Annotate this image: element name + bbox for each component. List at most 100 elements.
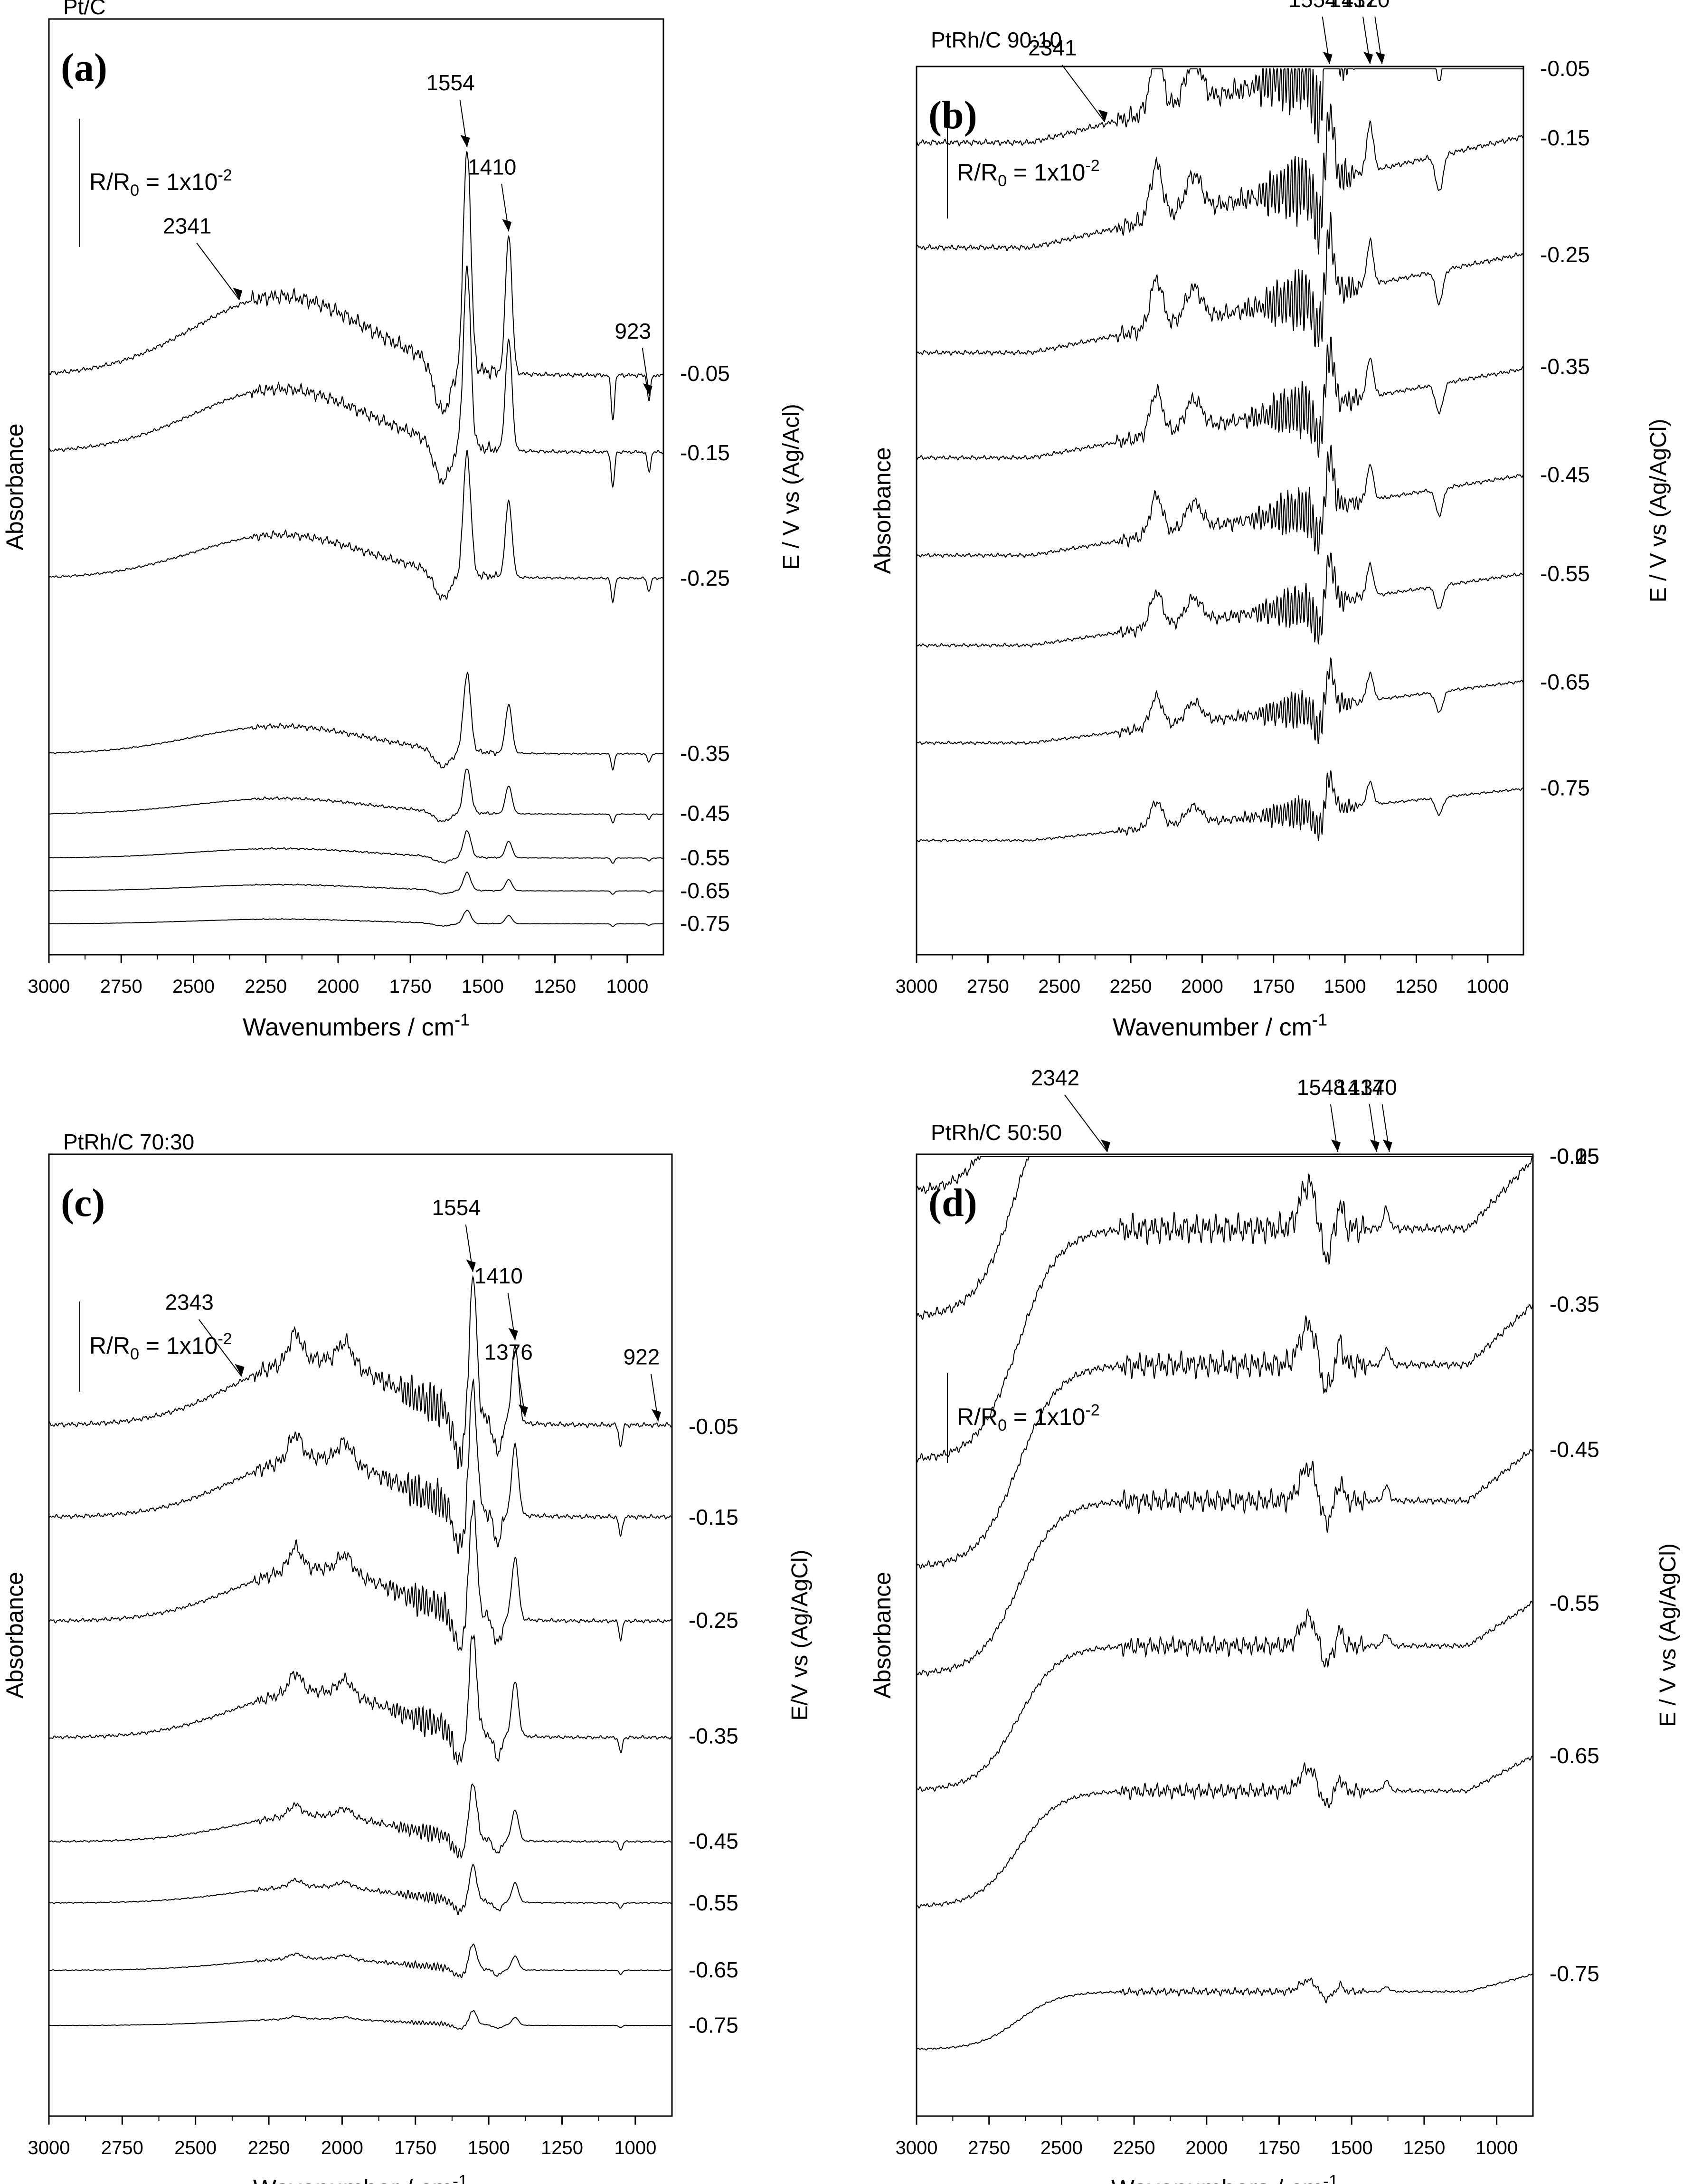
spectrum-line xyxy=(48,830,663,864)
series-label: -0.65 xyxy=(689,1957,738,1982)
x-tick-label: 2000 xyxy=(317,976,359,997)
x-tick-label: 2250 xyxy=(248,2137,290,2158)
spectrum-line xyxy=(48,769,663,824)
band-label: 1370 xyxy=(1341,0,1390,12)
y-axis-label: Absorbance xyxy=(869,447,896,574)
series-label: -0.65 xyxy=(680,878,730,903)
series-label: -0.15 xyxy=(689,1505,738,1529)
x-tick-label: 2500 xyxy=(1040,2137,1083,2158)
band-label: 2341 xyxy=(163,214,211,238)
spectrum-line xyxy=(916,1304,1533,1570)
plot-frame xyxy=(48,18,664,956)
scale-bar-label: R/R0 = 1x10-2 xyxy=(957,1401,1100,1434)
spectrum-line xyxy=(916,1449,1533,1677)
series-label: -0.55 xyxy=(1540,561,1590,586)
panel-title: PtRh/C 90:10 xyxy=(931,28,1062,52)
spectrum-line xyxy=(48,151,664,420)
x-tick-label: 1000 xyxy=(1475,2137,1518,2158)
potential-axis-label: E/V vs (Ag/AgCl) xyxy=(787,1549,813,1720)
x-tick-label: 3000 xyxy=(896,2137,938,2158)
spectrum-line xyxy=(49,2010,672,2030)
x-tick-label: 3000 xyxy=(28,976,70,997)
series-label: -0.05 xyxy=(689,1414,738,1439)
series-label: -0.15 xyxy=(1540,125,1590,150)
spectrum-line xyxy=(916,552,1524,648)
x-tick-label: 1000 xyxy=(614,2137,656,2158)
panel-d: PtRh/C 50:50 (d) 3000 2750 2500 2250 2000 1750 1… xyxy=(869,1065,1681,2184)
x-tick-label: 1500 xyxy=(1324,976,1366,997)
spectrum-line xyxy=(48,1633,672,1766)
x-tick-label: 2500 xyxy=(174,2137,217,2158)
band-arrowhead xyxy=(1363,52,1373,64)
band-arrowhead xyxy=(518,1404,528,1417)
panel-a: Pt/C (a) 3000 2750 2500 2250 2000 1750 1500 1250 1… xyxy=(1,0,804,1041)
x-tick-label: 1000 xyxy=(1466,976,1509,997)
series-label: -0.55 xyxy=(680,845,730,870)
spectrum-line xyxy=(48,266,663,489)
spectrum-line xyxy=(48,1500,672,1652)
series-label: -0.25 xyxy=(689,1608,738,1633)
plot-frame xyxy=(916,1153,1534,2117)
panel-letter: (a) xyxy=(61,46,107,90)
spectrum-line xyxy=(48,1275,672,1470)
band-arrowhead xyxy=(508,1328,518,1340)
series-label: -0.55 xyxy=(1550,1591,1599,1615)
x-axis-label: Wavenumbers / cm-1 xyxy=(243,1010,470,1041)
band-arrowhead xyxy=(1098,109,1108,122)
series-label: -0.75 xyxy=(689,2013,738,2037)
band-arrowhead xyxy=(460,135,470,148)
spectrum-line xyxy=(916,104,1524,255)
series-label: -0.75 xyxy=(1540,776,1590,800)
band-arrowhead xyxy=(1382,1139,1392,1152)
band-label: 923 xyxy=(615,319,651,343)
band-label: 1554 xyxy=(432,1195,481,1220)
potential-axis-label: E / V vs (Ag/Acl) xyxy=(779,404,804,570)
panel-letter: (c) xyxy=(61,1181,105,1225)
band-arrowhead xyxy=(1370,1139,1380,1152)
scale-bar-label: R/R0 = 1x10-2 xyxy=(89,166,232,199)
spectrum-line xyxy=(916,1156,1533,1194)
band-label: 2343 xyxy=(165,1290,213,1315)
spectrum-line xyxy=(916,336,1523,461)
series-label: -0.05 xyxy=(680,361,730,386)
band-arrowhead xyxy=(235,1364,245,1377)
band-arrowhead xyxy=(1100,1139,1110,1152)
band-label: 1370 xyxy=(1348,1075,1397,1100)
band-arrow xyxy=(196,242,240,301)
series-label: -0.25 xyxy=(1540,242,1590,267)
series-label: -0.05 xyxy=(1540,56,1590,81)
panel-letter: (d) xyxy=(928,1181,977,1225)
y-axis-label: Absorbance xyxy=(1,1572,28,1699)
band-arrow xyxy=(198,1319,242,1377)
x-tick-label: 1750 xyxy=(1252,976,1295,997)
band-label: 1548 xyxy=(1297,1075,1345,1100)
x-tick-label: 1500 xyxy=(462,976,504,997)
scale-bar-label: R/R0 = 1x10-2 xyxy=(89,1330,232,1363)
x-tick-label: 2000 xyxy=(1185,2137,1228,2158)
band-label: 1410 xyxy=(468,154,516,179)
spectrum-line xyxy=(916,67,1523,147)
panel-title: PtRh/C 70:30 xyxy=(63,1130,194,1154)
series-label: -0.55 xyxy=(689,1890,738,1915)
band-arrowhead xyxy=(502,219,512,232)
potential-axis-label: E / V vs (Ag/AgCl) xyxy=(1655,1543,1681,1727)
plot-frame xyxy=(48,1153,673,2117)
spectrum-line xyxy=(48,1943,672,1978)
spectrum-line xyxy=(916,212,1524,356)
x-tick-label: 1250 xyxy=(1403,2137,1445,2158)
spectrum-line xyxy=(48,450,664,604)
series-label: -0.45 xyxy=(1540,462,1590,487)
spectrum-line xyxy=(916,770,1523,843)
series-label: -0.65 xyxy=(1540,669,1590,694)
band-label: 1554 xyxy=(426,70,474,95)
x-tick-label: 2000 xyxy=(321,2137,363,2158)
spectrum-line xyxy=(916,657,1524,745)
band-arrowhead xyxy=(1375,52,1385,64)
x-tick-label: 2500 xyxy=(1038,976,1080,997)
series-label: -0.65 xyxy=(1550,1743,1599,1768)
x-tick-label: 2750 xyxy=(100,976,142,997)
x-tick-label: 1750 xyxy=(1258,2137,1300,2158)
x-tick-label: 2750 xyxy=(101,2137,143,2158)
x-tick-label: 2250 xyxy=(1110,976,1152,997)
panel-title: PtRh/C 50:50 xyxy=(931,1120,1062,1145)
